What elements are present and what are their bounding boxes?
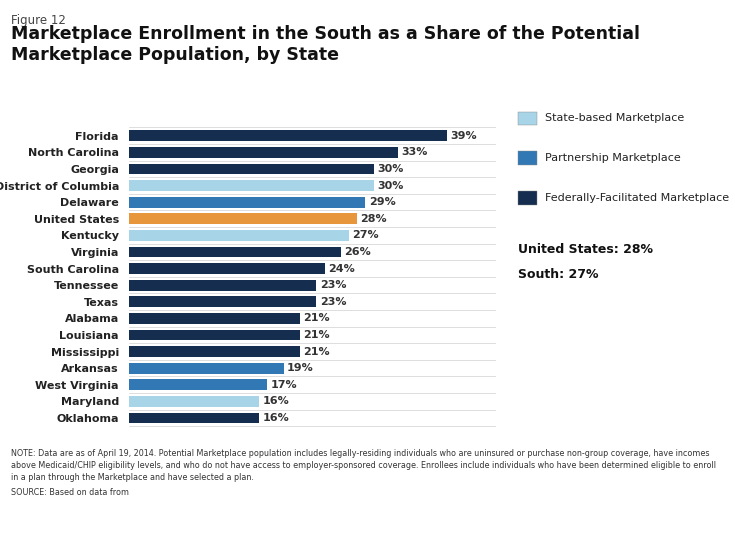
Text: 27%: 27%	[352, 230, 379, 240]
Bar	[129, 296, 317, 307]
Bar	[129, 131, 447, 141]
Text: NOTE: Data are as of April 19, 2014. Potential Marketplace population includes l: NOTE: Data are as of April 19, 2014. Pot…	[11, 449, 716, 482]
Text: 24%: 24%	[328, 263, 355, 274]
Text: FAMILY: FAMILY	[655, 521, 700, 533]
Text: KAISER: KAISER	[653, 510, 702, 523]
Text: State-based Marketplace: State-based Marketplace	[545, 114, 684, 123]
Text: 26%: 26%	[344, 247, 371, 257]
Text: Figure 12: Figure 12	[11, 14, 66, 27]
Text: 21%: 21%	[304, 330, 330, 340]
Text: Marketplace Enrollment in the South as a Share of the Potential
Marketplace Popu: Marketplace Enrollment in the South as a…	[11, 25, 640, 64]
Bar	[129, 363, 284, 374]
Text: 39%: 39%	[451, 131, 477, 141]
Bar	[129, 380, 268, 390]
Text: Partnership Marketplace: Partnership Marketplace	[545, 153, 681, 163]
Text: Federally-Facilitated Marketplace: Federally-Facilitated Marketplace	[545, 193, 730, 203]
Bar	[129, 147, 398, 158]
Text: SOURCE: Based on data from: SOURCE: Based on data from	[11, 488, 132, 496]
Bar	[129, 213, 357, 224]
Text: 16%: 16%	[262, 396, 290, 407]
Bar	[129, 164, 373, 174]
Text: 17%: 17%	[270, 380, 298, 390]
Text: 29%: 29%	[369, 197, 395, 207]
Text: 16%: 16%	[262, 413, 290, 423]
Bar	[129, 329, 300, 341]
Text: United States: 28%: United States: 28%	[518, 243, 653, 256]
Text: 30%: 30%	[377, 164, 404, 174]
Bar	[129, 263, 325, 274]
Text: 21%: 21%	[304, 347, 330, 356]
Bar	[129, 180, 373, 191]
Bar	[129, 313, 300, 324]
Text: 19%: 19%	[287, 363, 314, 373]
Bar	[129, 396, 259, 407]
Text: 23%: 23%	[320, 280, 346, 290]
Bar	[129, 247, 341, 257]
Text: 30%: 30%	[377, 181, 404, 191]
Bar	[129, 280, 317, 290]
Text: 23%: 23%	[320, 297, 346, 307]
Bar	[129, 413, 259, 423]
Text: 28%: 28%	[361, 214, 387, 224]
Text: South: 27%: South: 27%	[518, 268, 599, 281]
Text: THE HENRY J.: THE HENRY J.	[658, 502, 698, 507]
Bar	[129, 230, 349, 241]
Text: 21%: 21%	[304, 314, 330, 323]
Text: 33%: 33%	[401, 147, 428, 158]
Bar	[129, 346, 300, 357]
Bar	[129, 197, 365, 208]
Text: FOUNDATION: FOUNDATION	[658, 535, 698, 540]
